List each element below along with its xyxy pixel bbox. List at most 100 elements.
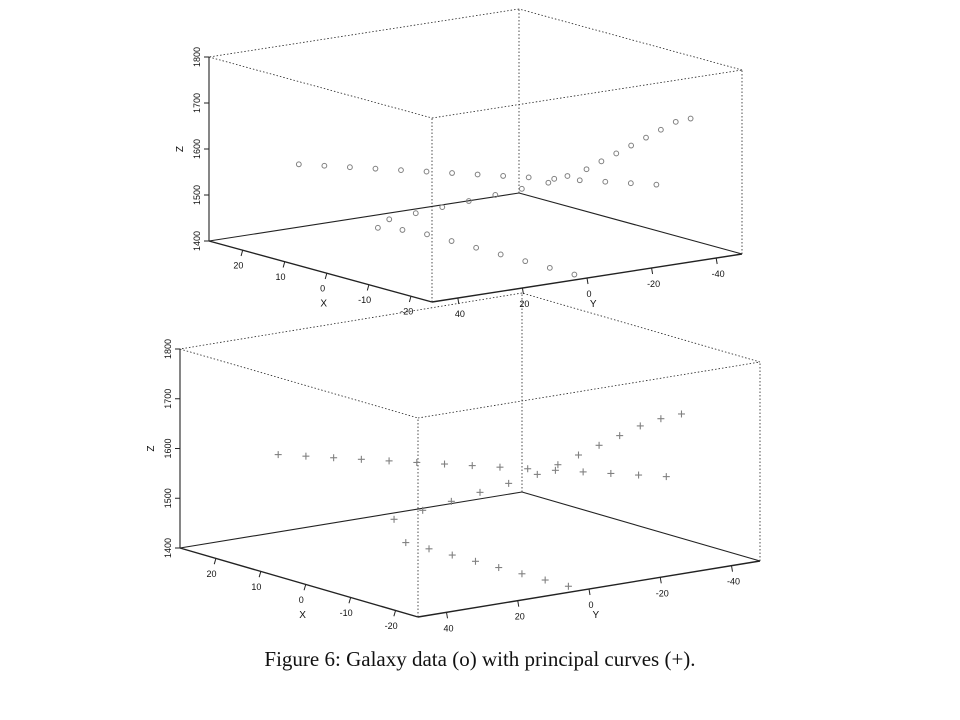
curve-point-plus — [657, 415, 665, 423]
data-point-circle — [628, 142, 635, 149]
box-edge-top-left — [179, 348, 419, 419]
box-edge-top-right — [521, 292, 761, 363]
curve-point-plus — [425, 545, 433, 553]
x-tick-mark — [393, 610, 397, 617]
box-edge-top-right — [518, 8, 743, 71]
box-edge-top-front — [417, 361, 761, 419]
data-point-circle — [583, 166, 590, 173]
y-axis-label: Y — [593, 610, 600, 621]
curve-point-plus — [385, 457, 393, 465]
y-tick-label: -40 — [712, 269, 725, 279]
z-tick-label: 1600 — [163, 438, 173, 458]
x-tick-mark — [348, 597, 352, 604]
data-point-circle — [627, 180, 634, 187]
data-point-circle — [576, 177, 583, 184]
data-point-circle — [564, 173, 571, 179]
y-tick-mark — [586, 277, 589, 285]
x-tick-mark — [324, 273, 328, 280]
y-tick-label: 0 — [586, 289, 591, 299]
z-tick-label: 1500 — [163, 488, 173, 508]
curve-point-plus — [551, 466, 559, 474]
box-edge-top-back — [208, 8, 520, 58]
data-point-circle — [551, 175, 558, 182]
y-tick-label: 20 — [515, 612, 525, 622]
box-edge-top-front — [431, 69, 743, 119]
data-point-circle — [525, 174, 532, 181]
curve-point-plus — [357, 455, 365, 463]
x-tick-label: 20 — [233, 261, 243, 271]
x-tick-mark — [366, 284, 370, 291]
curve-point-plus — [441, 460, 449, 468]
curve-point-plus — [533, 470, 541, 478]
curve-point-plus — [419, 506, 427, 514]
top-panel-galaxy-data: 14001500160017001800Z20100-10-20X40200-2… — [175, 8, 743, 319]
curve-point-plus — [636, 422, 644, 430]
data-point-circle — [546, 264, 553, 271]
curve-point-plus — [330, 454, 338, 462]
data-point-circle — [672, 118, 679, 125]
data-point-circle — [347, 164, 353, 171]
data-point-circle — [500, 173, 507, 179]
y-tick-mark — [446, 612, 448, 619]
data-point-circle — [374, 224, 381, 231]
x-tick-label: 10 — [251, 582, 261, 592]
y-tick-mark — [731, 565, 733, 572]
data-point-circle — [321, 162, 328, 169]
z-tick-label: 1800 — [192, 47, 202, 67]
curve-point-plus — [635, 471, 643, 479]
box-edge-bottom-left — [179, 547, 419, 618]
bottom-panel-principal-curves: 1400 1500 1600 1700 1800 Z 20 10 0 -10 -20 X 40 20 0 -2… — [146, 292, 761, 633]
x-tick-label: -20 — [385, 621, 398, 631]
z-tick-label: 1800 — [163, 339, 173, 359]
curve-point-plus — [448, 551, 456, 559]
x-tick-mark — [408, 296, 412, 303]
y-tick-label: 0 — [588, 600, 593, 610]
y-tick-mark — [659, 577, 662, 584]
data-point-circle — [423, 168, 430, 175]
y-tick-mark — [588, 588, 591, 596]
x-tick-mark — [282, 261, 286, 268]
box-edge-bottom-right — [518, 192, 743, 255]
y-tick-mark — [715, 257, 718, 265]
data-point-circle — [448, 238, 455, 244]
y-tick-label: 20 — [519, 299, 529, 309]
x-axis-label: X — [320, 298, 327, 309]
data-point-circle — [598, 158, 605, 165]
x-tick-mark — [240, 250, 244, 257]
data-point-circle — [473, 244, 480, 251]
curve-point-plus — [662, 473, 670, 481]
curve-point-plus — [541, 576, 549, 584]
data-point-circle — [439, 204, 446, 211]
curve-point-plus — [518, 570, 526, 578]
data-point-circle — [474, 171, 481, 178]
curve-point-plus — [468, 462, 476, 470]
data-point-circle — [643, 134, 649, 141]
z-tick-label: 1400 — [163, 538, 173, 558]
box-edge-bottom-back — [179, 491, 523, 549]
data-point-circle — [497, 251, 504, 258]
data-point-circle — [545, 179, 552, 186]
curve-point-plus — [595, 441, 603, 449]
data-point-circle — [465, 198, 472, 204]
z-axis-label: Z — [175, 146, 186, 152]
data-point-circle — [687, 115, 694, 122]
data-point-circle — [492, 192, 499, 198]
z-tick-label: 1600 — [192, 139, 202, 159]
x-tick-label: 20 — [206, 569, 216, 579]
data-point-circle — [412, 210, 419, 217]
y-tick-label: 40 — [455, 309, 465, 319]
y-axis-label: Y — [590, 299, 597, 310]
x-tick-label: 0 — [299, 595, 304, 605]
curve-point-plus — [607, 469, 615, 477]
data-point-circle — [571, 271, 578, 278]
data-point-circle — [602, 178, 609, 185]
curve-point-plus — [402, 539, 410, 547]
data-point-circle — [398, 167, 404, 174]
curve-point-plus — [495, 564, 503, 572]
data-point-circle — [522, 258, 529, 265]
x-tick-mark — [213, 558, 217, 565]
box-edge-bottom-back — [208, 192, 520, 242]
data-point-circle — [399, 227, 406, 233]
data-point-circle — [372, 165, 379, 172]
